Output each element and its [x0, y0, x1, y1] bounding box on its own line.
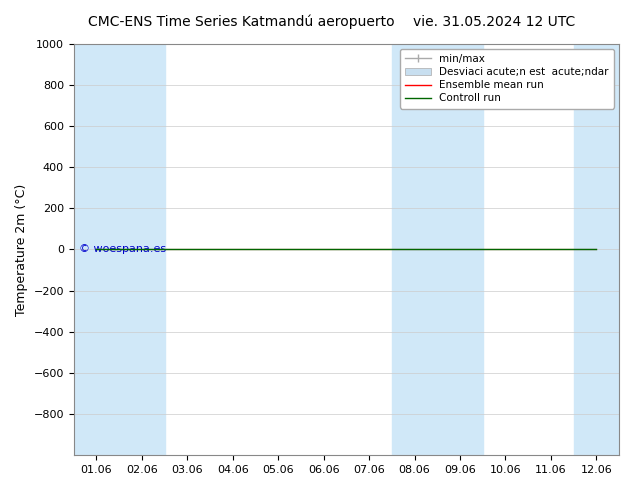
Bar: [392, 44, 437, 455]
Bar: [119, 44, 165, 455]
Y-axis label: Temperature 2m (°C): Temperature 2m (°C): [15, 183, 28, 316]
Bar: [574, 44, 619, 455]
Text: vie. 31.05.2024 12 UTC: vie. 31.05.2024 12 UTC: [413, 15, 576, 29]
Bar: [437, 44, 482, 455]
Legend: min/max, Desviaci acute;n est  acute;ndar, Ensemble mean run, Controll run: min/max, Desviaci acute;n est acute;ndar…: [399, 49, 614, 108]
Text: CMC-ENS Time Series Katmandú aeropuerto: CMC-ENS Time Series Katmandú aeropuerto: [87, 15, 394, 29]
Bar: [74, 44, 119, 455]
Text: © woespana.es: © woespana.es: [79, 245, 166, 254]
